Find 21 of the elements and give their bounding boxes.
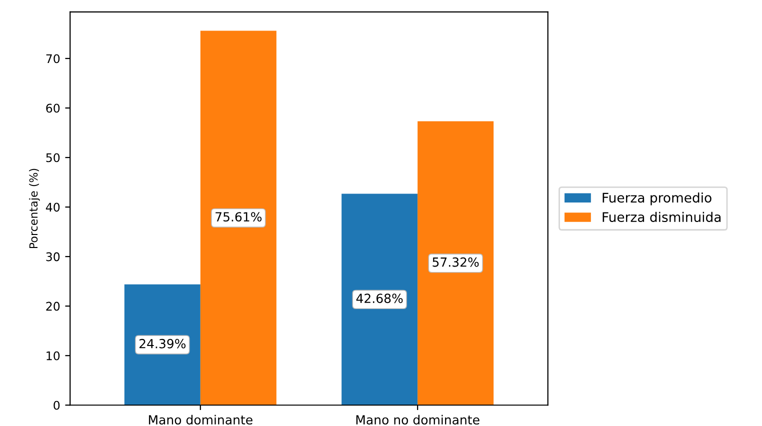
legend-label: Fuerza disminuida [602,212,721,222]
y-tick-label: 70 [46,54,60,64]
data-label: 57.32% [432,257,479,267]
x-tick-label: Mano dominante [148,414,252,425]
bar [124,284,200,406]
y-tick-label: 0 [54,400,60,410]
x-tick-label: Mano no dominante [356,414,480,425]
y-tick-label: 10 [46,351,60,360]
legend-label: Fuerza promedio [602,192,712,206]
bar [342,194,418,406]
y-tick-label: 40 [46,202,60,212]
y-tick-label: 20 [46,302,60,311]
data-label: 24.39% [139,338,186,348]
data-label: 42.68% [356,294,403,304]
y-tick-label: 30 [46,252,60,262]
bar [418,121,494,406]
y-tick-label: 50 [46,153,60,162]
bar [200,30,276,406]
data-label: 75.61% [216,212,262,222]
y-tick-label: 60 [46,104,60,113]
y-axis-title: Porcentaje (%) [29,168,40,248]
